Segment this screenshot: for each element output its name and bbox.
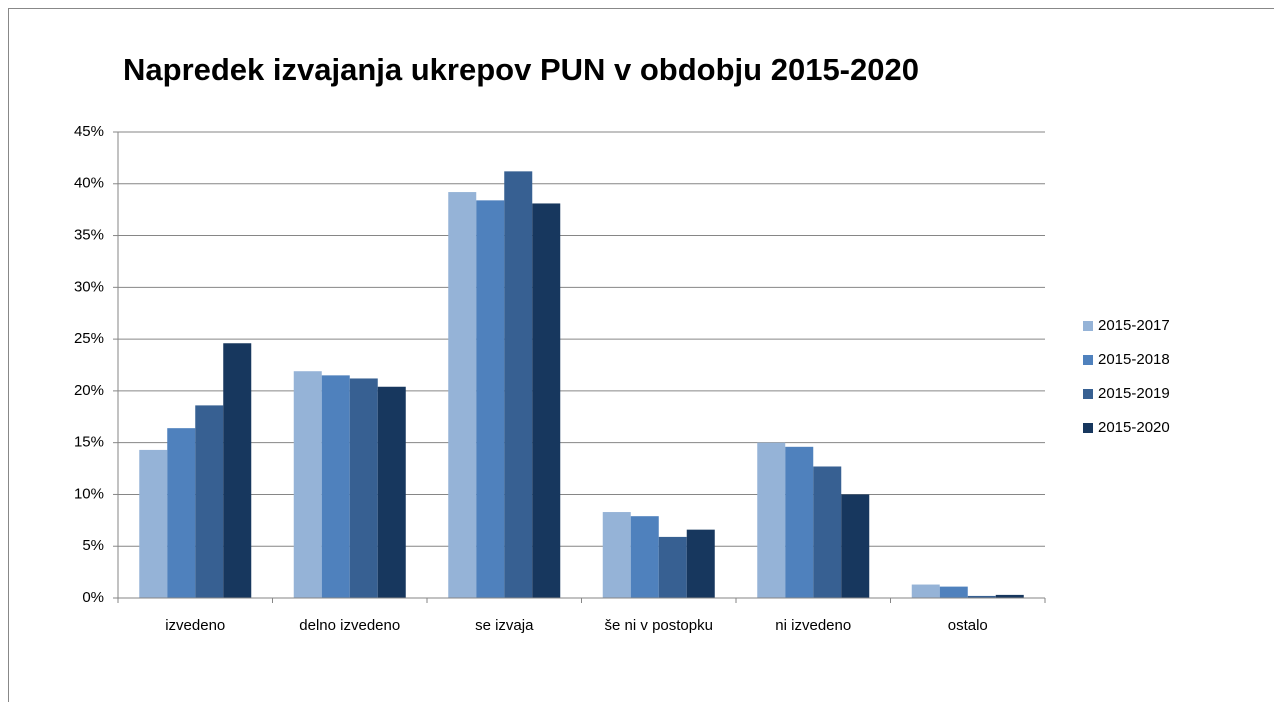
bar <box>686 529 715 598</box>
bar <box>504 171 533 598</box>
legend-label: 2015-2020 <box>1098 419 1170 436</box>
y-tick-label: 35% <box>74 227 104 244</box>
x-tick-label: ostalo <box>948 617 988 634</box>
x-tick-label: ni izvedeno <box>775 617 851 634</box>
bar <box>757 442 786 598</box>
bar <box>939 586 968 598</box>
y-tick-label: 10% <box>74 485 104 502</box>
bar <box>167 428 196 598</box>
frame <box>8 8 1274 702</box>
legend-label: 2015-2017 <box>1098 317 1170 334</box>
y-tick-label: 40% <box>74 175 104 192</box>
x-tick-label: še ni v postopku <box>605 617 713 634</box>
y-tick-label: 30% <box>74 278 104 295</box>
bar <box>967 595 996 598</box>
bar <box>377 386 406 598</box>
y-tick-label: 25% <box>74 330 104 347</box>
y-tick-label: 45% <box>74 123 104 140</box>
legend-swatch <box>1083 321 1093 331</box>
legend-swatch <box>1083 389 1093 399</box>
x-tick-label: izvedeno <box>165 617 225 634</box>
bar <box>321 375 350 598</box>
bar <box>785 446 814 598</box>
bar <box>658 536 687 598</box>
bar <box>995 594 1024 598</box>
bar <box>195 405 224 598</box>
legend-swatch <box>1083 423 1093 433</box>
bar <box>532 203 561 598</box>
x-tick-label: delno izvedeno <box>299 617 400 634</box>
bar <box>223 343 252 598</box>
bar <box>602 512 631 598</box>
bar <box>911 584 940 598</box>
bar <box>841 494 870 598</box>
y-tick-label: 5% <box>82 537 104 554</box>
x-tick-label: se izvaja <box>475 617 534 634</box>
bar <box>349 378 378 598</box>
bar <box>139 449 168 598</box>
legend-label: 2015-2019 <box>1098 385 1170 402</box>
y-tick-label: 0% <box>82 589 104 606</box>
y-tick-label: 15% <box>74 434 104 451</box>
legend-label: 2015-2018 <box>1098 351 1170 368</box>
bar <box>813 466 842 598</box>
bar <box>293 371 322 598</box>
bar <box>630 516 659 598</box>
bar <box>476 200 505 598</box>
chart-title: Napredek izvajanja ukrepov PUN v obdobju… <box>123 52 919 87</box>
bar <box>448 192 477 598</box>
y-tick-label: 20% <box>74 382 104 399</box>
legend-swatch <box>1083 355 1093 365</box>
